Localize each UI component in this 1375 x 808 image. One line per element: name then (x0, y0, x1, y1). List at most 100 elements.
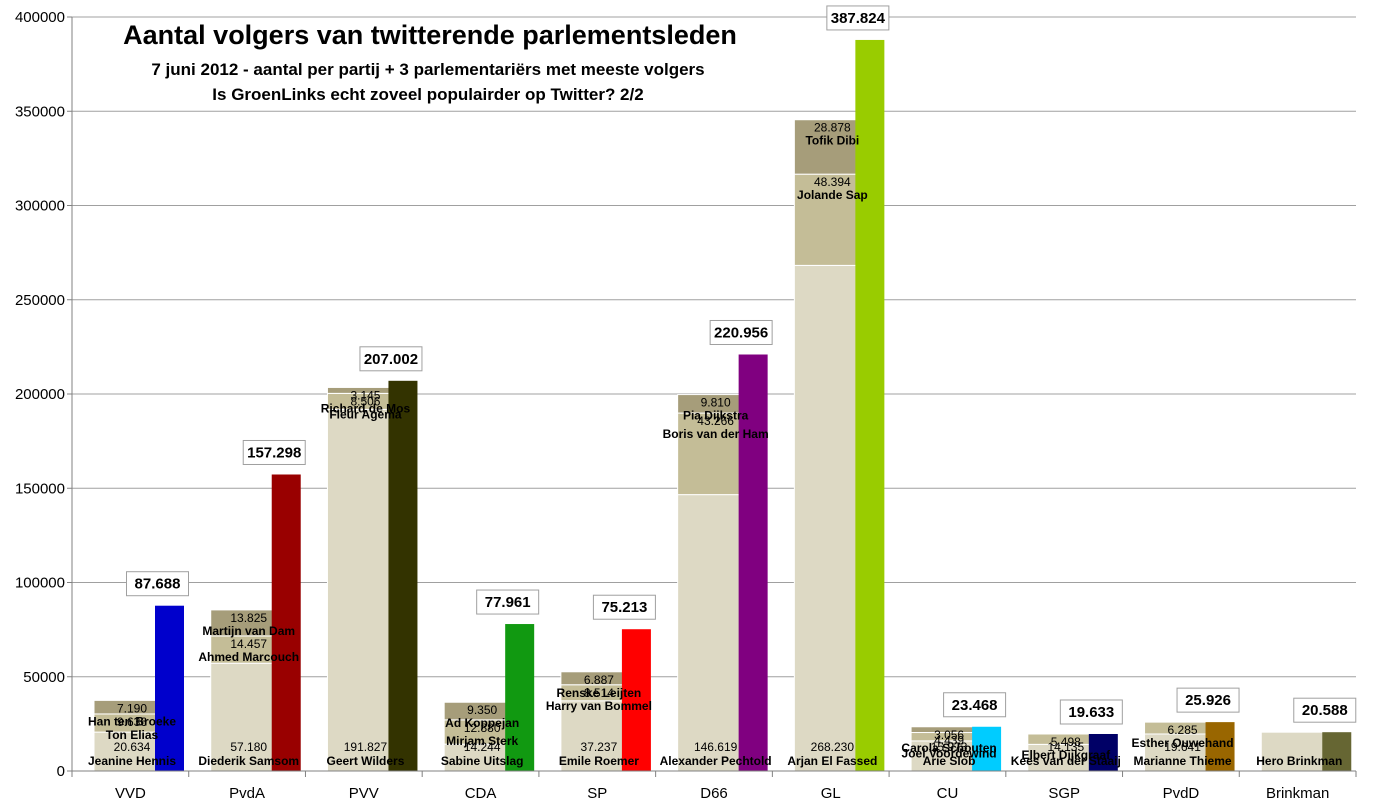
member-value-label: 13.825 (230, 611, 267, 625)
member-value-label: 6.285 (1168, 723, 1198, 737)
total-value-label: 77.961 (485, 594, 531, 611)
member-name-label: Boris van der Ham (663, 427, 769, 441)
member-name-label: Han ten Broeke (88, 714, 176, 728)
x-tick-label: D66 (700, 785, 728, 802)
total-label-box (709, 319, 773, 345)
member-value-label: 14.135 (1047, 740, 1084, 754)
chart-subtitle-2: Is GroenLinks echt zoveel populairder op… (212, 85, 643, 104)
member-value-label: 8.514 (584, 686, 614, 700)
total-label-box (1059, 699, 1123, 725)
member-value-label: 268.230 (811, 740, 855, 754)
party-total-bar (1088, 733, 1118, 771)
y-tick-label: 400000 (15, 9, 65, 26)
y-tick-label: 350000 (15, 103, 65, 120)
member-name-label: Jolande Sap (797, 188, 868, 202)
x-tick-label: PVV (349, 785, 379, 802)
member-name-label: Ahmed Marcouch (198, 650, 299, 664)
member-name-label: Alexander Pechtold (660, 754, 772, 768)
total-value-label: 19.633 (1068, 704, 1114, 721)
bars (93, 39, 1352, 772)
x-tick-label: SP (587, 785, 607, 802)
member-name-label: Tofik Dibi (805, 134, 859, 148)
y-tick-label: 150000 (15, 480, 65, 497)
member-name-label: Mirjam Sterk (446, 734, 518, 748)
party-total-bar (388, 380, 418, 771)
total-label-box (476, 589, 540, 615)
member-name-label: Emile Roemer (559, 754, 639, 768)
member-value-label: 20.634 (114, 740, 151, 754)
member-name-label: Arjan El Fassed (787, 754, 877, 768)
total-label-box (126, 571, 189, 597)
total-label-box (1176, 687, 1240, 713)
total-value-label: 23.468 (952, 697, 998, 714)
member-value-label: 191.827 (344, 740, 388, 754)
y-tick-label: 0 (57, 763, 65, 780)
member-value-label: 19.641 (1164, 740, 1201, 754)
member-name-label: Richard de Mos (321, 401, 411, 415)
x-tick-label: PvdA (229, 785, 265, 802)
total-value-label: 75.213 (601, 599, 647, 616)
member-value-label: 4.439 (934, 734, 964, 748)
x-tick-label: PvdD (1163, 785, 1200, 802)
member-name-label: Ad Koppejan (445, 716, 519, 730)
member-value-label: 57.180 (230, 740, 267, 754)
y-axis: 0 50000 100000 150000 200000 250000 300000 3500… (15, 9, 73, 780)
member-name-label: Harry van Bommel (546, 699, 652, 713)
member-value-label: 5.498 (1051, 735, 1081, 749)
member-name-label: Martijn van Dam (202, 624, 295, 638)
total-value-label: 20.588 (1302, 702, 1348, 719)
member-name-label: Renske Leijten (557, 686, 642, 700)
party-total-bar (738, 354, 768, 771)
member-value-label: 7.190 (117, 701, 147, 715)
member-name-label: Ton Elias (106, 728, 159, 742)
member-value-label: 48.394 (814, 175, 851, 189)
member-value-label: 12.880 (464, 721, 501, 735)
total-label-box (592, 594, 656, 620)
member-name-label: Jeanine Hennis (88, 754, 176, 768)
total-value-label: 220.956 (714, 324, 768, 341)
member-value-label: 9.636 (117, 715, 147, 729)
x-axis: VVD PvdA PVV CDA SP D66 GL CU SGP PvdD Brinkman (71, 770, 1357, 802)
x-tick-label: Brinkman (1266, 785, 1329, 802)
member-name-label: Pia Dijkstra (683, 409, 749, 423)
chart-subtitle-1: 7 juni 2012 - aantal per partij + 3 parl… (151, 60, 704, 79)
total-label-box (826, 5, 890, 31)
member-value-label: 14.457 (230, 637, 267, 651)
total-value-label: 207.002 (364, 351, 418, 368)
y-tick-label: 200000 (15, 386, 65, 403)
member-value-label: 15.973 (931, 740, 968, 754)
party-total-bar (1205, 722, 1235, 771)
total-value-label: 387.824 (831, 10, 886, 27)
party-total-bar (1322, 732, 1352, 771)
party-total-bar (505, 624, 535, 771)
member-name-label: Sabine Uitslag (441, 754, 524, 768)
member-name-label: Carola Schouten (901, 741, 996, 755)
member-name-label: Elbert Dijkgraaf (1021, 748, 1111, 762)
total-label-box (242, 439, 306, 465)
y-tick-label: 300000 (15, 198, 65, 215)
party-total-bar (621, 629, 651, 771)
member-value-label: 14.244 (464, 740, 501, 754)
member-value-label: 8.506 (350, 394, 380, 408)
x-tick-label: VVD (115, 785, 146, 802)
total-value-label: 25.926 (1185, 692, 1231, 709)
x-tick-label: CDA (465, 785, 497, 802)
member-value-label: 43.266 (697, 414, 734, 428)
x-tick-label: SGP (1048, 785, 1080, 802)
member-name-label: Hero Brinkman (1256, 754, 1342, 768)
member-value-label: 37.237 (581, 740, 618, 754)
member-value-label: 6.887 (584, 673, 614, 687)
total-value-label: 157.298 (247, 444, 301, 461)
member-value-label: 9.350 (467, 703, 497, 717)
y-tick-label: 50000 (23, 669, 65, 686)
total-label-box (943, 692, 1007, 718)
y-tick-label: 250000 (15, 292, 65, 309)
member-value-label: 3.145 (350, 388, 380, 402)
total-label-box (1293, 697, 1357, 723)
party-total-bar (855, 39, 885, 771)
chart-title-block: Aantal volgers van twitterende parlement… (123, 20, 737, 104)
total-label-box (359, 346, 423, 372)
member-name-label: Kees van der Staaij (1011, 754, 1121, 768)
